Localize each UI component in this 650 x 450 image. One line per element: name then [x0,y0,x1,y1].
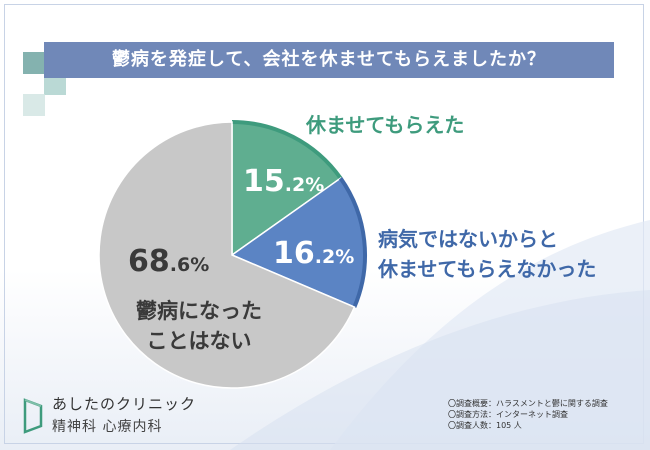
pct-label-sick: 16.2% [273,236,354,271]
slice-label-unable: 鬱病になった ことはない [104,296,294,356]
clinic-name: あしたのクリニック [52,395,197,413]
pct-label-rested: 15.2% [243,164,324,199]
callout-sick-line2: 休ませてもらえなかった [378,257,597,281]
pct-num: 16 [273,236,315,271]
callout-sick-line1: 病気ではないからと [378,227,558,251]
pct-unit: .6% [169,254,210,276]
survey-note: 〇調査方法：インターネット調査 [448,410,568,419]
pct-num: 68 [128,244,170,279]
pct-unit: .2% [314,246,355,268]
survey-notes: 〇調査概要：ハラスメントと鬱に関する調査 〇調査方法：インターネット調査 〇調査… [448,398,608,431]
survey-note: 〇調査人数：105 人 [448,421,522,430]
survey-note: 〇調査概要：ハラスメントと鬱に関する調査 [448,399,608,408]
chart-title: 鬱病を発症して、会社を休ませてもらえましたか？ [111,49,547,70]
decor-square [23,94,45,116]
pie-slice-unable [98,121,356,389]
pie-slice-rested-edge [231,120,343,180]
slice-label-line1: 鬱病になった [136,299,262,323]
decor-square [44,73,66,95]
clinic-logo-icon [23,398,43,434]
pie-slice-sick-edge [338,177,367,308]
pct-num: 15 [243,164,285,199]
callout-rested: 休ませてもらえた [306,113,465,137]
clinic-subtitle: 精神科 心療内科 [52,419,163,435]
pct-unit: .2% [284,174,325,196]
callout-sick: 病気ではないからと 休ませてもらえなかった [378,224,596,284]
slice-label-line2: ことはない [146,329,252,353]
title-bar [44,42,614,78]
decor-square [23,52,45,74]
pct-label-unable: 68.6% [128,244,209,279]
